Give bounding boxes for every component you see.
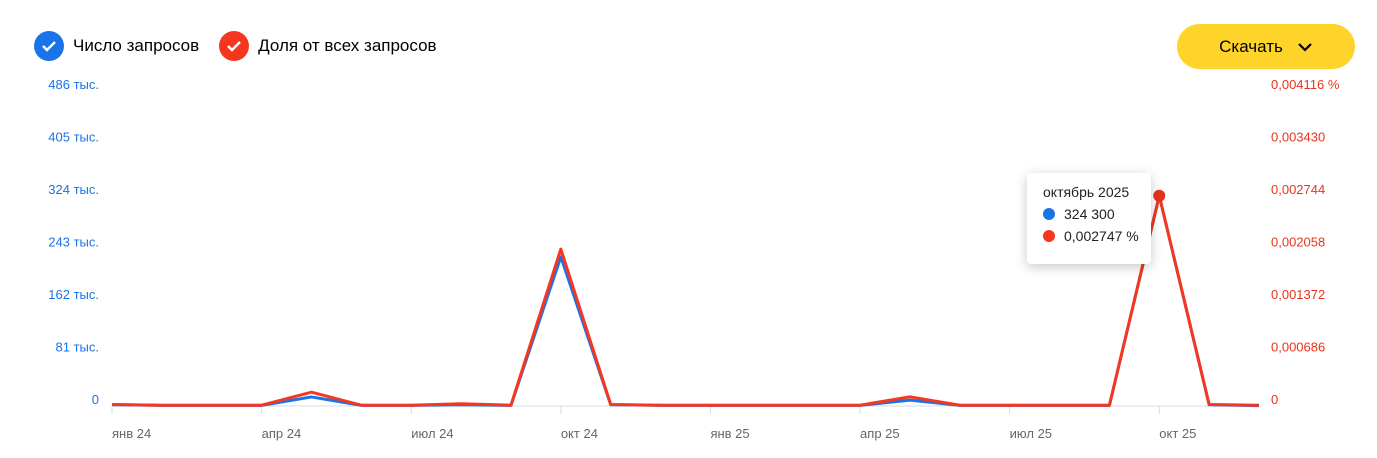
tooltip-count: 324 300 (1064, 206, 1115, 222)
y-left-tick-label: 243 тыс. (48, 235, 99, 250)
series-line-share (111, 194, 1260, 407)
y-right-tick-label: 0 (1271, 392, 1278, 407)
legend: Число запросов Доля от всех запросов (34, 31, 437, 61)
x-tick-label: июл 24 (411, 426, 453, 441)
blue-dot-icon (1043, 208, 1055, 220)
legend-label: Число запросов (73, 36, 200, 55)
y-right-tick-label: 0,002058 (1271, 235, 1325, 250)
download-label: Скачать (1219, 36, 1283, 56)
x-tick-label: апр 25 (860, 426, 900, 441)
y-left-tick-label: 324 тыс. (48, 182, 99, 197)
y-right-tick-label: 0,003430 (1271, 130, 1325, 145)
red-dot-icon (1043, 230, 1055, 242)
y-right-tick-label: 0,000686 (1271, 340, 1325, 355)
x-tick-label: окт 24 (561, 426, 598, 441)
legend-label: Доля от всех запросов (258, 36, 437, 55)
y-right-tick-label: 0,004116 % (1271, 77, 1340, 92)
y-left-tick-label: 486 тыс. (48, 77, 99, 92)
y-left-tick-label: 0 (92, 392, 99, 407)
x-tick-label: июл 25 (1010, 426, 1052, 441)
y-left-tick-label: 81 тыс. (56, 340, 99, 355)
tooltip-share: 0,002747 % (1064, 228, 1139, 244)
y-left-tick-label: 405 тыс. (48, 130, 99, 145)
y-right-tick-label: 0,002744 (1271, 182, 1325, 197)
x-tick-label: янв 24 (112, 426, 151, 441)
tooltip: октябрь 2025 324 300 0,002747 % (1027, 173, 1151, 264)
legend-item-count[interactable]: Число запросов (34, 31, 199, 61)
checkbox-checked-icon[interactable] (34, 31, 64, 61)
x-tick-label: окт 25 (1159, 426, 1196, 441)
y-left-tick-label: 162 тыс. (48, 287, 99, 302)
tooltip-title: октябрь 2025 (1043, 184, 1130, 200)
download-button[interactable]: Скачать (1177, 24, 1355, 69)
x-tick-label: апр 24 (262, 426, 302, 441)
highlighted-point (1153, 189, 1166, 202)
y-right-tick-label: 0,001372 (1271, 287, 1325, 302)
checkbox-checked-icon[interactable] (219, 31, 250, 61)
chevron-down-icon (1298, 42, 1312, 52)
legend-item-share[interactable]: Доля от всех запросов (219, 31, 437, 61)
x-tick-label: янв 25 (710, 426, 749, 441)
